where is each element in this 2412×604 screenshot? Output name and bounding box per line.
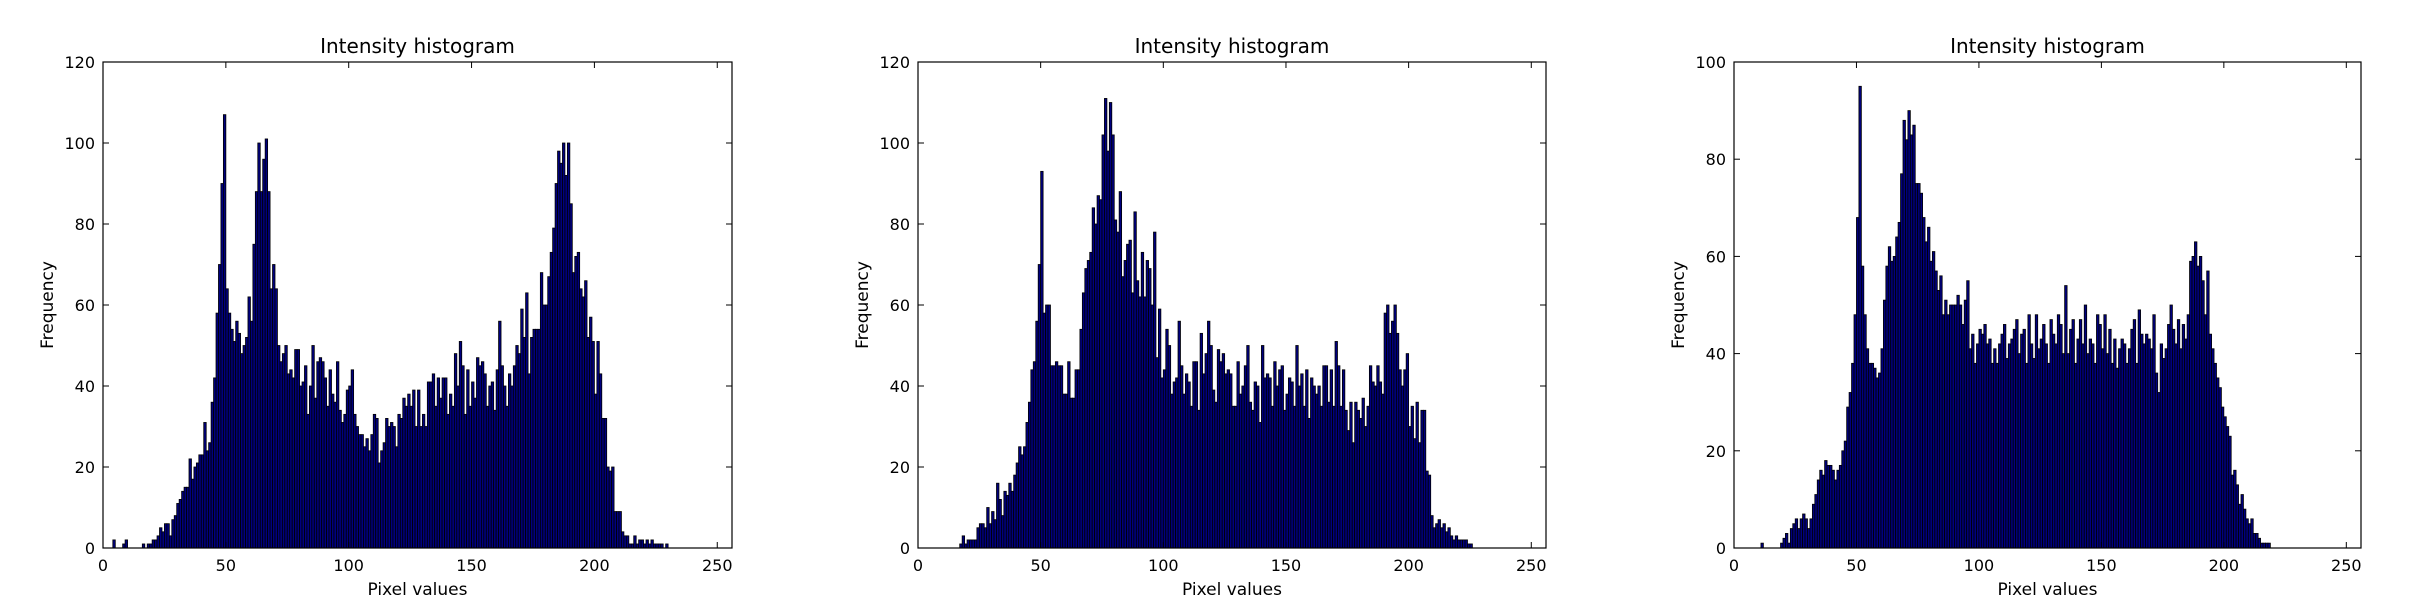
y-tick-label: 60 [890,296,910,315]
x-axis-label: Pixel values [1182,580,1282,600]
histogram-bars [959,98,1473,549]
histogram-bar [112,539,116,549]
histogram-panel-2: 0 50 100 150 200 250 0 20 40 60 80 100 120 Intensity … [853,34,1547,600]
x-tick-label: 200 [1393,556,1424,575]
y-tick-label: 120 [879,53,910,72]
y-tick-label: 20 [1706,442,1726,461]
x-axis-label: Pixel values [1997,580,2097,600]
x-tick-label: 0 [98,556,108,575]
y-tick-label: 80 [1706,150,1726,169]
y-tick-label: 40 [890,377,910,396]
y-tick-label: 40 [1706,345,1726,364]
x-tick-label: 100 [333,556,364,575]
x-tick-label: 250 [702,556,733,575]
y-tick-label: 60 [75,296,95,315]
x-tick-label: 200 [579,556,610,575]
x-tick-label: 100 [1148,556,1179,575]
y-tick-label: 20 [890,458,910,477]
histogram-bar [124,539,128,549]
histogram-bar [2267,542,2271,549]
y-tick-label: 100 [1695,53,1726,72]
y-tick-label: 60 [1706,247,1726,266]
histogram-bar [141,543,146,549]
x-tick-label: 50 [1030,556,1050,575]
y-tick-label: 80 [890,215,910,234]
chart-title: Intensity histogram [320,34,515,58]
x-tick-label: 0 [1729,556,1739,575]
x-tick-label: 150 [2086,556,2117,575]
y-tick-label: 0 [1716,539,1726,558]
y-tick-label: 20 [75,458,95,477]
y-tick-label: 0 [900,539,910,558]
y-tick-label: 0 [85,539,95,558]
histogram-bars [112,114,669,549]
x-tick-label: 50 [216,556,236,575]
histogram-bars [1760,85,2271,549]
x-tick-label: 250 [1516,556,1547,575]
x-tick-label: 150 [456,556,487,575]
y-tick-label: 120 [64,53,95,72]
x-tick-label: 50 [1846,556,1866,575]
chart-title: Intensity histogram [1135,34,1330,58]
chart-title: Intensity histogram [1950,34,2145,58]
y-tick-label: 100 [64,134,95,153]
histogram-bar [665,543,669,549]
x-tick-label: 150 [1271,556,1302,575]
x-axis-label: Pixel values [367,580,467,600]
x-tick-label: 200 [2209,556,2240,575]
y-tick-label: 40 [75,377,95,396]
y-axis-label: Frequency [38,261,58,349]
x-tick-label: 0 [913,556,923,575]
y-tick-label: 100 [879,134,910,153]
y-axis-label: Frequency [853,261,873,349]
x-tick-label: 100 [1964,556,1995,575]
y-tick-label: 80 [75,215,95,234]
histogram-panel-1: 0 50 100 150 200 250 0 20 40 60 80 100 120 Intensity … [38,34,733,600]
x-tick-label: 250 [2331,556,2362,575]
histogram-bar [1760,542,1764,549]
axes-frame [1733,61,2362,549]
histogram-bar [1469,543,1473,549]
histogram-bar [660,543,664,549]
y-axis-label: Frequency [1669,261,1689,349]
histogram-panel-3: 0 50 100 150 200 250 0 20 40 60 80 100 Intensity his… [1669,34,2362,600]
